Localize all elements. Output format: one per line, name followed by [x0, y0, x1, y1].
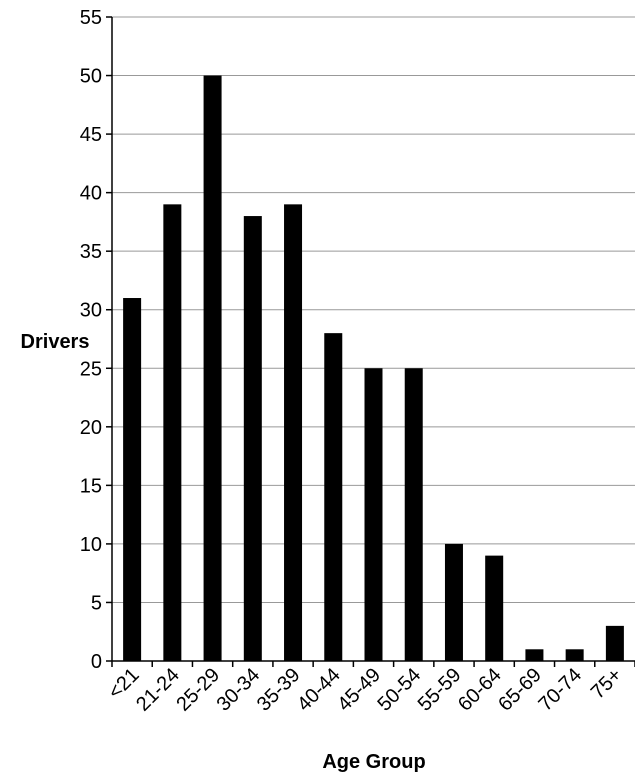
- x-tick-label: 30-34: [213, 664, 265, 716]
- y-tick-label: 50: [80, 66, 102, 88]
- y-tick-label: 25: [80, 358, 102, 380]
- bar: [444, 543, 463, 661]
- y-tick-label: 15: [80, 475, 102, 497]
- bar: [163, 204, 182, 661]
- x-tick-label: 55-59: [414, 664, 466, 716]
- x-tick-label: 21-24: [132, 664, 184, 716]
- x-tick-label: 70-74: [534, 664, 586, 716]
- y-tick-label: 40: [80, 183, 102, 205]
- y-tick-label: 55: [80, 7, 102, 29]
- y-axis-title: Drivers: [21, 331, 90, 353]
- bar: [324, 333, 343, 661]
- x-tick-label: 65-69: [494, 664, 546, 716]
- bar: [123, 298, 142, 661]
- x-tick-label: 75+: [587, 664, 627, 704]
- axes: [111, 17, 635, 662]
- x-tick-label: 25-29: [172, 664, 224, 716]
- bar: [284, 204, 303, 661]
- y-tick-label: 0: [91, 651, 102, 673]
- x-axis-ticks: <2121-2425-2930-3435-3940-4445-4950-5455…: [104, 661, 635, 716]
- y-tick-label: 10: [80, 534, 102, 556]
- y-tick-label: 20: [80, 417, 102, 439]
- y-tick-label: 35: [80, 241, 102, 263]
- bar: [364, 368, 383, 661]
- y-tick-label: 5: [91, 592, 102, 614]
- x-tick-label: 60-64: [454, 664, 506, 716]
- y-tick-label: 30: [80, 300, 102, 322]
- y-axis-ticks: 0 5 10 15 20 25 30 35 40 45 50 55: [80, 7, 112, 673]
- x-tick-label: 45-49: [333, 664, 385, 716]
- bar: [243, 216, 262, 661]
- x-tick-label: 50-54: [374, 664, 426, 716]
- bar: [605, 625, 624, 661]
- bars: [123, 75, 624, 661]
- bar: [565, 649, 584, 661]
- y-tick-label: 45: [80, 124, 102, 146]
- bar: [525, 649, 544, 661]
- bar: [485, 555, 504, 661]
- x-tick-label: 40-44: [293, 664, 345, 716]
- bar: [203, 75, 222, 661]
- x-axis-title: Age Group: [322, 751, 425, 773]
- x-tick-label: 35-39: [253, 664, 305, 716]
- bar: [404, 368, 423, 661]
